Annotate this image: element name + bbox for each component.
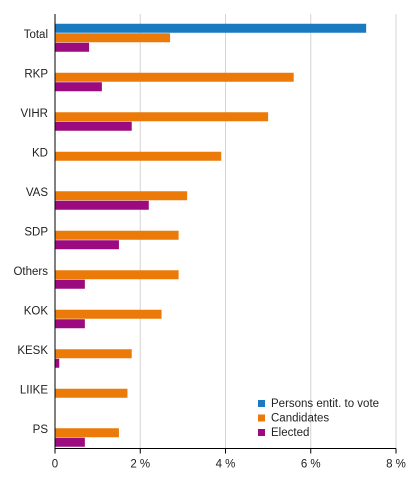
- bar-candidates-liike: [55, 388, 128, 398]
- bars: [55, 23, 367, 447]
- bar-elected-vas: [55, 200, 149, 210]
- bar-elected-kok: [55, 319, 85, 329]
- bar-candidates-kok: [55, 309, 162, 319]
- x-tick-label-6: 6 %: [301, 459, 321, 471]
- bar-elected-vihr: [55, 121, 132, 131]
- bar-elected-total: [55, 42, 90, 52]
- x-tick-label-4: 4 %: [216, 459, 236, 471]
- bar-elected-sdp: [55, 240, 119, 250]
- bar-persons-entit-to-vote-total: [55, 23, 367, 33]
- bar-candidates-rkp: [55, 72, 294, 82]
- bar-elected-ps: [55, 437, 85, 447]
- legend: Persons entit. to vote Candidates Elected: [258, 398, 379, 439]
- category-label-ps: PS: [33, 424, 49, 436]
- bar-candidates-vihr: [55, 112, 269, 122]
- category-label-liike: LIIKE: [20, 384, 48, 396]
- bar-candidates-sdp: [55, 230, 179, 240]
- category-label-sdp: SDP: [24, 226, 48, 238]
- bar-elected-kesk: [55, 358, 60, 368]
- legend-swatch-candidates: [258, 414, 265, 422]
- legend-label-persons-entit-to-vote: Persons entit. to vote: [271, 398, 379, 410]
- category-label-rkp: RKP: [24, 68, 48, 80]
- category-label-kok: KOK: [24, 305, 49, 317]
- bar-elected-rkp: [55, 82, 102, 92]
- bar-candidates-others: [55, 270, 179, 280]
- x-tick-label-8: 8 %: [386, 459, 406, 471]
- legend-label-candidates: Candidates: [271, 413, 329, 425]
- category-label-others: Others: [13, 266, 48, 278]
- x-tick-label-0: 0: [52, 459, 58, 471]
- bar-candidates-kd: [55, 151, 222, 161]
- category-label-kesk: KESK: [17, 345, 48, 357]
- x-tick-label-2: 2 %: [130, 459, 150, 471]
- bar-candidates-kesk: [55, 349, 132, 359]
- category-label-kd: KD: [32, 147, 48, 159]
- legend-swatch-persons-entit-to-vote: [258, 400, 265, 407]
- bar-candidates-ps: [55, 428, 119, 438]
- category-label-total: Total: [24, 29, 48, 41]
- bar-candidates-total: [55, 33, 171, 43]
- category-labels: Total RKP VIHR KD VAS SDP Others KOK KESK LIIKE PS: [13, 29, 48, 436]
- bar-candidates-vas: [55, 191, 188, 201]
- legend-swatch-elected: [258, 429, 265, 436]
- bar-elected-others: [55, 279, 85, 289]
- category-label-vas: VAS: [26, 187, 48, 199]
- category-label-vihr: VIHR: [21, 108, 48, 120]
- x-axis: 0 2 % 4 % 6 % 8 %: [52, 14, 406, 471]
- legend-label-elected: Elected: [271, 427, 309, 439]
